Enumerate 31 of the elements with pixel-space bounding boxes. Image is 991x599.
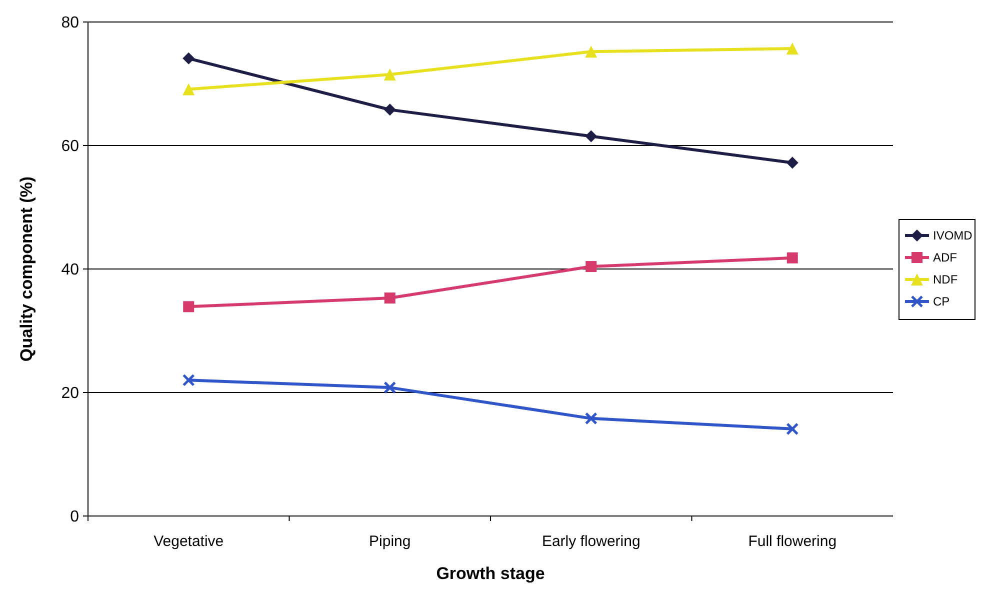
x-tick-label: Piping [369, 533, 411, 550]
y-axis-title: Quality component (%) [17, 176, 36, 362]
point [585, 46, 598, 58]
point [786, 422, 799, 436]
y-tick-label: 40 [61, 262, 80, 279]
point [182, 374, 195, 386]
y-tick-label: 20 [61, 385, 80, 402]
point [183, 301, 194, 312]
point [786, 42, 798, 55]
point [182, 52, 195, 64]
y-tick-label: 80 [61, 14, 80, 32]
point [384, 292, 396, 304]
legend-label: NDF [933, 272, 958, 287]
point [384, 104, 396, 116]
x-tick-label: Full flowering [748, 533, 837, 550]
point [586, 261, 597, 272]
y-tick-label: 0 [70, 508, 80, 526]
y-tick-label: 60 [61, 138, 80, 156]
point [584, 412, 598, 425]
point [384, 381, 396, 394]
point [786, 156, 798, 169]
x-axis-title: Growth stage [436, 564, 545, 583]
legend-label: CP [933, 294, 950, 309]
legend-label: ADF [933, 250, 957, 265]
x-tick-label: Early flowering [542, 533, 640, 550]
point [384, 68, 396, 80]
x-tick-label: Vegetative [154, 533, 224, 550]
legend-label: IVOMD [933, 228, 973, 243]
point [182, 83, 195, 96]
point [786, 252, 798, 264]
point [585, 130, 598, 142]
